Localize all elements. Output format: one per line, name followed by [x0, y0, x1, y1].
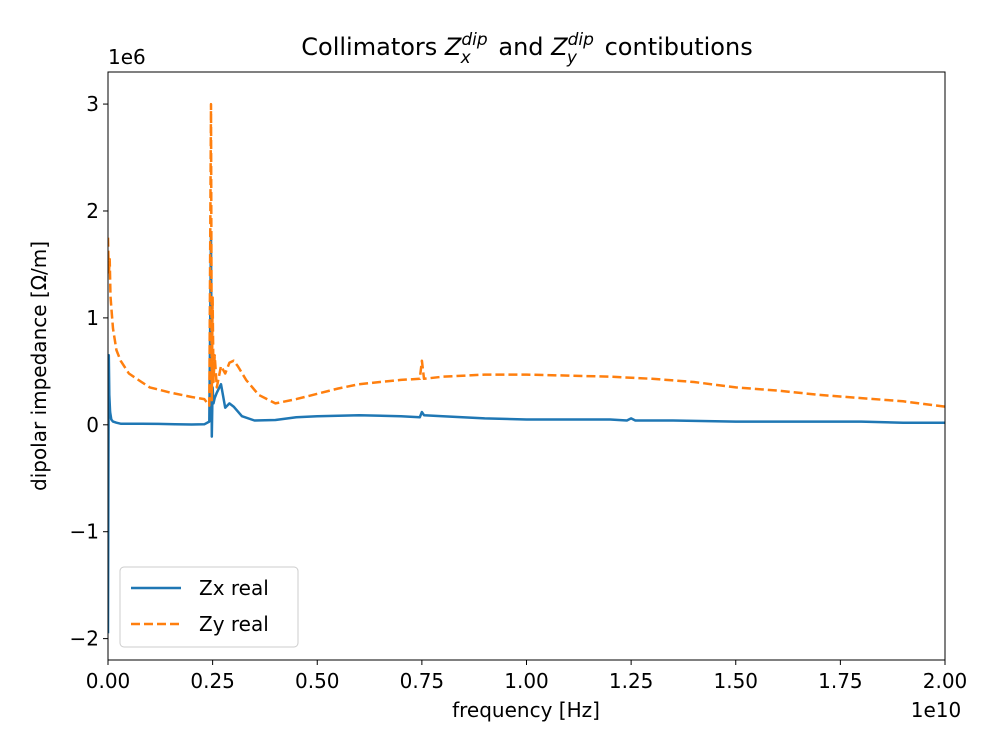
x-offset-text: 1e10 [911, 698, 961, 722]
title-zx-symbol: Z [444, 33, 462, 61]
y-tick-label: −2 [70, 627, 99, 651]
title-suffix: contibutions [597, 33, 753, 61]
y-tick-label: 0 [86, 413, 99, 437]
x-tick-label: 1.75 [818, 669, 863, 693]
series-line-zx-real [108, 231, 945, 634]
x-axis-ticks: 0.00 0.25 0.50 0.75 1.00 1.25 1.50 1.75 2.00 [86, 660, 968, 693]
chart-title: Collimators Zdip x and Zdip y contibutions [301, 30, 752, 68]
y-tick-label: 2 [86, 199, 99, 223]
y-axis-label: dipolar impedance [Ω/m] [27, 241, 51, 491]
x-tick-label: 0.50 [295, 669, 340, 693]
y-tick-label: −1 [70, 520, 99, 544]
series-line-zy-real [108, 102, 945, 408]
x-tick-label: 0.00 [86, 669, 131, 693]
x-tick-label: 1.00 [504, 669, 549, 693]
title-middle: and [491, 33, 551, 61]
y-tick-label: 1 [86, 306, 99, 330]
title-zx-subscript: x [460, 48, 472, 68]
y-tick-label: 3 [86, 92, 99, 116]
x-tick-label: 1.25 [609, 669, 654, 693]
y-offset-text: 1e6 [108, 45, 146, 69]
x-tick-label: 2.00 [923, 669, 968, 693]
x-tick-label: 0.75 [400, 669, 445, 693]
title-zy-symbol: Z [550, 33, 568, 61]
title-prefix: Collimators [301, 33, 445, 61]
series-group [108, 102, 945, 634]
title-zy-superscript: dip [568, 30, 595, 50]
legend: Zx real Zy real [119, 566, 299, 648]
x-tick-label: 0.25 [190, 669, 235, 693]
title-zx-superscript: dip [461, 30, 488, 50]
legend-label: Zx real [199, 576, 269, 600]
x-tick-label: 1.50 [713, 669, 758, 693]
x-axis-label: frequency [Hz] [452, 698, 600, 722]
y-axis-ticks: −2 −1 0 1 2 3 [70, 92, 108, 651]
title-zy-subscript: y [566, 48, 578, 68]
legend-label: Zy real [199, 612, 269, 636]
